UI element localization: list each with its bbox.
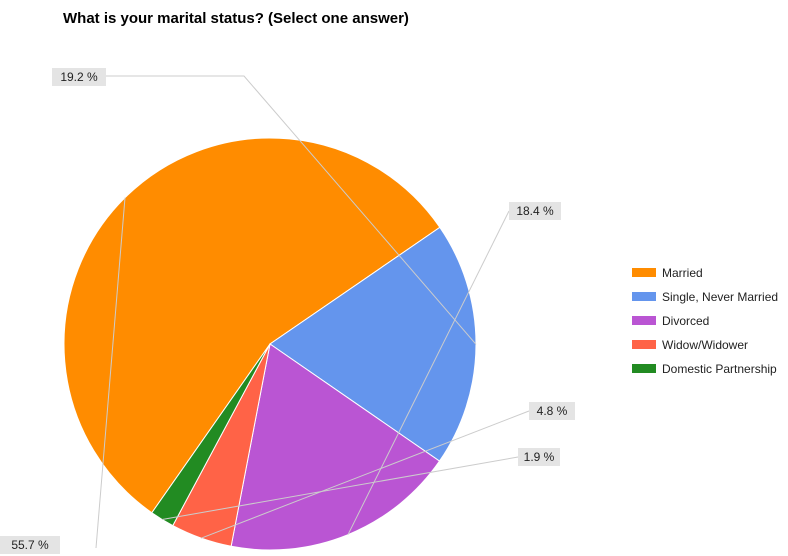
data-label-box (518, 448, 560, 466)
data-label: 4.8 % (537, 404, 568, 418)
callout-line (200, 410, 530, 539)
data-label-box (509, 202, 561, 220)
legend-item: Married (632, 264, 778, 281)
legend-label: Domestic Partnership (662, 361, 777, 376)
legend-item: Domestic Partnership (632, 360, 778, 377)
legend-swatch (632, 292, 656, 301)
legend-swatch (632, 364, 656, 373)
callout-line (95, 197, 126, 549)
legend: Married Single, Never Married Divorced Wido… (632, 264, 778, 384)
legend-swatch (632, 268, 656, 277)
legend-item: Single, Never Married (632, 288, 778, 305)
data-label: 19.2 % (60, 70, 98, 84)
legend-label: Single, Never Married (662, 289, 779, 304)
data-label-box (529, 402, 575, 420)
legend-swatch (632, 340, 656, 349)
legend-item: Widow/Widower (632, 336, 778, 353)
callout-line (106, 75, 477, 345)
legend-label: Divorced (662, 313, 710, 328)
legend-item: Divorced (632, 312, 778, 329)
legend-label: Married (662, 265, 703, 280)
legend-swatch (632, 316, 656, 325)
callout-line (347, 210, 510, 535)
data-label: 1.9 % (524, 450, 555, 464)
data-label-box (0, 536, 60, 554)
callout-line (162, 456, 519, 520)
chart-title: What is your marital status? (Select one… (63, 10, 409, 27)
data-label-box (52, 68, 106, 86)
legend-label: Widow/Widower (662, 337, 749, 352)
data-label: 18.4 % (516, 204, 554, 218)
data-label: 55.7 % (11, 538, 49, 552)
pie-slice-domestic-partnership (151, 343, 271, 527)
